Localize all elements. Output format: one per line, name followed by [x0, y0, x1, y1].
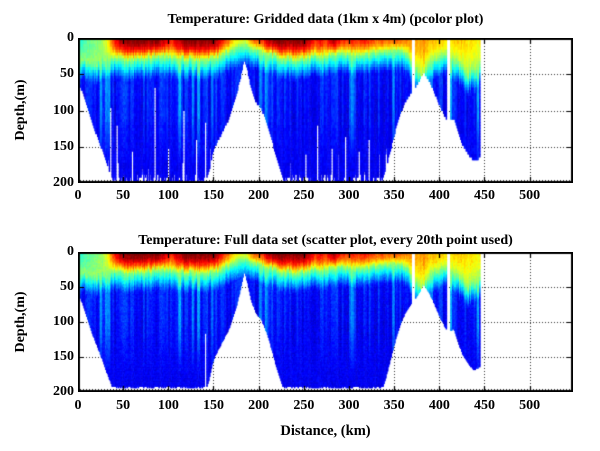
x-tick-label: 250	[293, 188, 315, 203]
subplot1-pcolor-plot-area	[78, 38, 573, 183]
y-tick-label: 100	[53, 102, 74, 118]
x-tick-label: 350	[383, 188, 405, 203]
y-tick-label: 0	[67, 30, 74, 45]
x-tick-label: 150	[202, 188, 224, 203]
y-tick-label: 50	[60, 66, 74, 82]
x-tick-label: 450	[473, 398, 495, 413]
y-tick-label: 100	[53, 314, 74, 329]
subplot2-title: Temperature: Full data set (scatter plot…	[138, 233, 513, 248]
subplot1-title: Temperature: Gridded data (1km x 4m) (pc…	[167, 12, 484, 27]
x-tick-label: 200	[248, 188, 270, 203]
x-tick-label: 450	[473, 188, 495, 203]
y-tick-label: 200	[53, 175, 74, 190]
x-tick-label: 350	[383, 398, 405, 413]
x-tick-label: 500	[519, 398, 541, 413]
x-tick-label: 150	[202, 398, 224, 413]
y-tick-label: 50	[60, 279, 74, 294]
x-tick-label: 500	[519, 188, 541, 203]
x-tick-label: 50	[116, 398, 131, 413]
x-axis-label: Distance, (km)	[280, 423, 371, 439]
subplot1-y-axis-label: Depth,(m)	[13, 79, 28, 141]
x-tick-label: 250	[293, 398, 315, 413]
x-tick-label: 300	[338, 188, 360, 203]
x-tick-label: 400	[428, 398, 450, 413]
x-tick-label: 400	[428, 188, 450, 203]
y-tick-label: 150	[53, 349, 74, 364]
y-tick-label: 150	[53, 138, 74, 154]
x-tick-label: 300	[338, 398, 360, 413]
subplot2-y-axis-label: Depth,(m)	[13, 291, 28, 353]
subplot2-scatter-plot-area	[78, 252, 573, 392]
x-tick-label: 100	[157, 398, 179, 413]
x-tick-label: 50	[116, 188, 131, 203]
x-tick-label: 200	[248, 398, 270, 413]
x-tick-label: 100	[157, 188, 179, 203]
y-tick-label: 200	[53, 384, 74, 399]
y-tick-label: 0	[67, 244, 74, 259]
x-tick-label: 0	[74, 398, 82, 413]
x-tick-label: 0	[74, 188, 82, 203]
